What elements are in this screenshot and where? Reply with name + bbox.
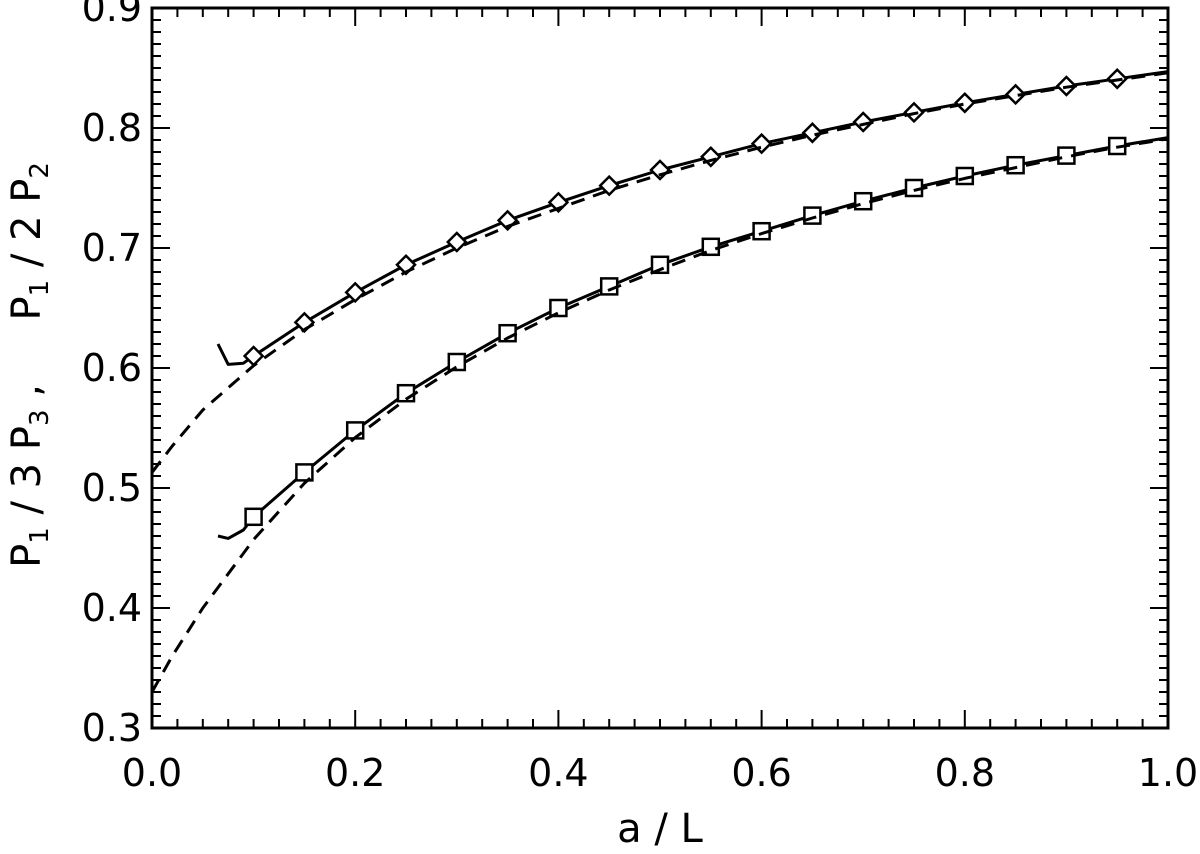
y-label-sub: 1 <box>25 280 55 297</box>
x-tick-label: 0.6 <box>731 751 791 795</box>
y-tick-label: 0.9 <box>82 0 142 30</box>
series-3 <box>217 136 1169 540</box>
solid-series-line <box>217 136 1169 540</box>
y-label-part: , P <box>4 296 50 409</box>
x-tick-label: 0.2 <box>325 751 385 795</box>
plot-frame <box>150 6 1170 730</box>
dashed-series-line <box>150 137 1169 693</box>
x-tick-label: 0.8 <box>935 751 995 795</box>
y-tick-label: 0.5 <box>82 466 142 510</box>
diamond-marker <box>1004 83 1027 106</box>
square-marker <box>447 352 467 372</box>
y-tick-label: 0.3 <box>82 706 142 750</box>
series-1 <box>216 68 1169 367</box>
y-label-sub: 3 <box>25 410 55 427</box>
y-label-sub: 2 <box>25 162 55 179</box>
square-marker <box>295 463 314 482</box>
x-axis-label: a / L <box>617 806 703 852</box>
diamond-marker <box>344 281 366 304</box>
series-layer <box>150 68 1169 693</box>
y-tick-label: 0.8 <box>82 106 142 150</box>
y-tick-labels: 0.3 0.4 0.5 0.6 0.7 0.8 0.9 <box>82 0 142 750</box>
y-tick-label: 0.6 <box>82 346 142 390</box>
x-tick-label: 0.0 <box>122 751 182 795</box>
y-label-part: / 3 P <box>4 426 50 527</box>
diamond-marker <box>801 122 824 144</box>
diamond-marker <box>547 191 570 214</box>
square-marker <box>244 507 263 527</box>
square-marker <box>549 298 568 318</box>
square-marker <box>1006 155 1025 175</box>
y-axis-label: P1 / 3 P3 , P1 / 2 P2 <box>4 162 55 568</box>
y-label-part: P <box>4 544 50 568</box>
y-label-sub: 1 <box>25 527 55 544</box>
diamond-marker <box>446 231 468 253</box>
x-tick-label: 0.4 <box>528 751 588 795</box>
x-tick-labels: 0.0 0.2 0.4 0.6 0.8 1.0 <box>122 751 1198 795</box>
series-4 <box>150 137 1169 693</box>
axis-ticks <box>151 7 1169 729</box>
solid-series-line <box>216 70 1169 366</box>
y-tick-label: 0.4 <box>82 586 142 630</box>
diamond-marker <box>852 111 874 133</box>
x-tick-label: 1.0 <box>1138 751 1198 795</box>
diamond-marker <box>598 174 620 197</box>
square-marker <box>853 191 873 211</box>
y-label-part: / 2 P <box>4 179 50 280</box>
square-marker <box>650 255 670 275</box>
diamond-marker <box>954 92 976 114</box>
y-tick-label: 0.7 <box>82 226 142 270</box>
diamond-marker <box>242 345 265 367</box>
